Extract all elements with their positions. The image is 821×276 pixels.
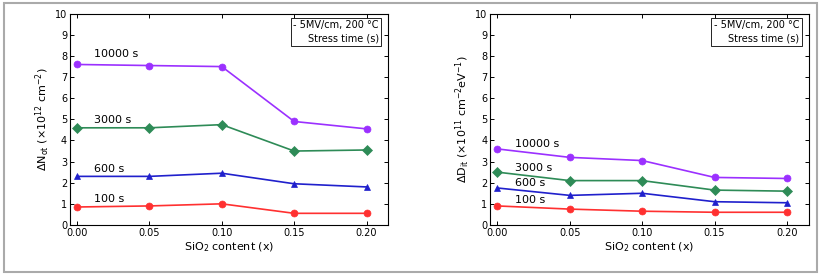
X-axis label: SiO$_\mathregular{2}$ content (x): SiO$_\mathregular{2}$ content (x) [184,240,274,254]
Text: 100 s: 100 s [94,193,125,203]
Y-axis label: ΔD$_\mathregular{it}$ (×10$^\mathregular{11}$ cm$^\mathregular{-2}$eV$^\mathregu: ΔD$_\mathregular{it}$ (×10$^\mathregular… [454,55,472,183]
Text: 3000 s: 3000 s [94,115,131,125]
Text: 600 s: 600 s [515,178,545,188]
Text: 10000 s: 10000 s [515,139,559,149]
Text: 600 s: 600 s [94,164,125,174]
Text: - 5MV/cm, 200 °C
Stress time (s): - 5MV/cm, 200 °C Stress time (s) [293,20,378,43]
Text: 100 s: 100 s [515,195,545,205]
Y-axis label: ΔN$_\mathregular{ot}$ (×10$^\mathregular{12}$ cm$^\mathregular{-2}$): ΔN$_\mathregular{ot}$ (×10$^\mathregular… [34,68,52,171]
Text: - 5MV/cm, 200 °C
Stress time (s): - 5MV/cm, 200 °C Stress time (s) [713,20,799,43]
Text: 3000 s: 3000 s [515,163,552,172]
X-axis label: SiO$_\mathregular{2}$ content (x): SiO$_\mathregular{2}$ content (x) [604,240,695,254]
Text: 10000 s: 10000 s [94,49,139,59]
